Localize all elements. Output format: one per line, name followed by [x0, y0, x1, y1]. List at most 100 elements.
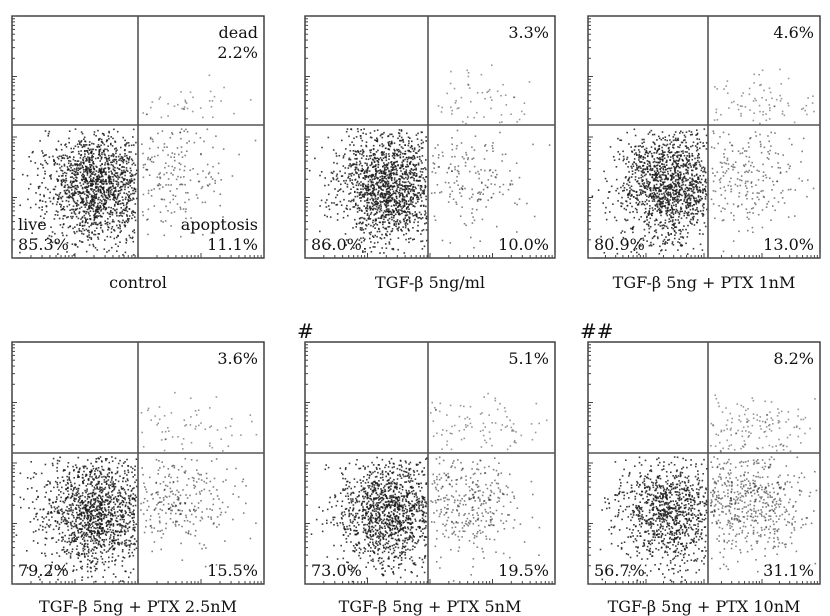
point-live: [404, 211, 406, 213]
point-live: [359, 162, 362, 164]
point-dead: [184, 101, 187, 103]
point-live: [57, 197, 59, 200]
point-live: [349, 163, 351, 165]
point-live: [84, 217, 86, 219]
point-live: [126, 202, 129, 204]
point-live: [65, 175, 67, 177]
point-live: [328, 193, 330, 196]
point-live: [89, 204, 91, 206]
point-live: [40, 163, 42, 165]
point-live: [674, 226, 676, 228]
point-live: [696, 146, 698, 149]
point-live: [643, 161, 645, 164]
point-live: [48, 130, 51, 133]
point-apoptosis: [165, 205, 167, 208]
point-live: [126, 214, 128, 216]
point-live: [110, 163, 113, 166]
point-live: [426, 239, 428, 242]
point-apoptosis: [142, 176, 145, 179]
point-live: [416, 198, 419, 201]
point-apoptosis: [142, 214, 144, 217]
point-live: [686, 161, 688, 164]
point-live: [117, 194, 120, 196]
point-apoptosis: [176, 147, 179, 149]
point-live: [109, 189, 111, 192]
point-live: [81, 241, 84, 243]
point-live: [657, 237, 659, 240]
point-live: [644, 185, 646, 188]
point-apoptosis: [727, 168, 730, 170]
point-live: [642, 203, 644, 205]
point-live: [403, 181, 406, 184]
point-live: [672, 147, 675, 149]
point-live: [654, 219, 656, 222]
point-live: [127, 161, 130, 164]
point-live: [376, 182, 378, 185]
point-live: [615, 166, 618, 168]
point-live: [695, 200, 697, 202]
point-live: [655, 231, 658, 234]
point-live: [656, 164, 658, 167]
point-live: [421, 229, 423, 232]
point-live: [118, 224, 121, 226]
point-live: [406, 223, 409, 225]
point-live: [702, 145, 705, 147]
point-dead: [223, 86, 225, 89]
point-live: [698, 138, 701, 141]
point-live: [67, 226, 70, 229]
point-dead: [476, 92, 479, 94]
point-live: [626, 131, 628, 134]
point-live: [63, 157, 66, 160]
point-live: [404, 153, 406, 155]
point-live: [134, 211, 136, 214]
point-live: [117, 155, 120, 158]
point-live: [686, 214, 689, 217]
point-live: [119, 157, 121, 160]
point-live: [377, 181, 380, 184]
point-live: [678, 212, 681, 215]
point-live: [78, 212, 80, 215]
point-live: [383, 167, 386, 169]
point-apoptosis: [750, 182, 753, 184]
point-live: [657, 196, 659, 199]
point-live: [672, 189, 675, 192]
point-live: [399, 150, 401, 152]
point-live: [634, 172, 637, 174]
point-live: [118, 159, 120, 161]
point-live: [77, 173, 79, 175]
point-live: [396, 153, 398, 156]
point-live: [84, 177, 87, 179]
point-apoptosis: [164, 166, 166, 169]
point-live: [378, 227, 380, 230]
point-live: [700, 169, 703, 172]
point-live: [401, 230, 403, 232]
point-live: [689, 164, 692, 167]
point-live: [691, 144, 694, 147]
point-apoptosis: [184, 165, 186, 168]
point-live: [81, 232, 83, 235]
point-live: [411, 156, 414, 159]
point-apoptosis: [149, 158, 152, 160]
point-live: [415, 173, 418, 175]
point-live: [691, 184, 693, 187]
point-live: [652, 174, 654, 176]
point-live: [688, 159, 690, 161]
point-live: [108, 249, 110, 252]
point-live: [412, 169, 414, 171]
point-live: [130, 158, 133, 160]
point-live: [106, 251, 108, 253]
point-live: [622, 150, 624, 153]
point-apoptosis: [180, 235, 182, 238]
point-live: [648, 194, 651, 196]
point-live: [387, 209, 390, 212]
point-live: [104, 222, 107, 225]
point-live: [84, 186, 86, 189]
point-live: [654, 176, 657, 179]
point-live: [87, 230, 89, 232]
point-live: [113, 229, 116, 232]
point-apoptosis: [149, 137, 152, 140]
point-live: [135, 153, 137, 155]
point-live: [364, 170, 366, 173]
point-dead: [189, 91, 192, 94]
